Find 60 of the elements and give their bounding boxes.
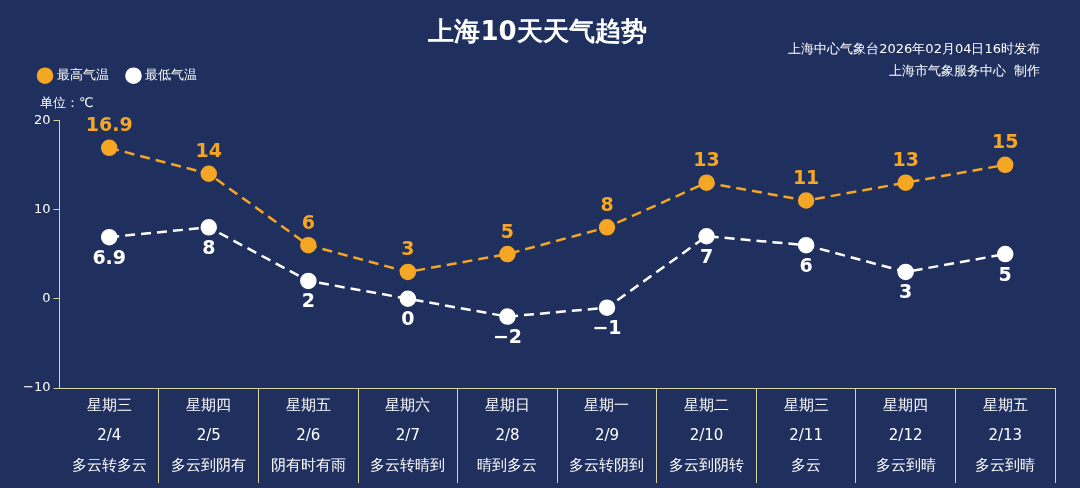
point <box>100 228 118 246</box>
point <box>598 219 616 236</box>
chart-title: 上海10天天气趋势 <box>427 16 647 47</box>
x-tick-label: 星期日 2/8 晴到多云 <box>477 395 538 474</box>
point <box>996 245 1014 263</box>
point <box>698 228 715 245</box>
data-label: 13 <box>892 148 919 171</box>
data-label: 6 <box>799 253 813 276</box>
data-label: 13 <box>693 148 720 171</box>
data-label: 14 <box>195 139 222 162</box>
point <box>399 290 417 307</box>
legend-label: 最低气温 <box>145 67 197 83</box>
data-label: 11 <box>792 165 820 188</box>
x-tick-label: 星期五 2/13 多云到晴 <box>975 395 1036 474</box>
text: 上海市气象服务中心 制作 <box>888 63 1040 79</box>
data-label: 3 <box>899 280 913 303</box>
y-axis-title: 单位：℃ <box>40 95 94 111</box>
y-tick-label: 20 <box>33 111 51 127</box>
point <box>897 174 914 191</box>
point <box>598 299 616 316</box>
point <box>897 263 914 281</box>
point <box>996 156 1014 174</box>
point <box>399 263 417 281</box>
point <box>300 272 317 290</box>
point <box>300 236 317 254</box>
data-label: 15 <box>992 130 1019 153</box>
data-label: 3 <box>401 237 415 260</box>
x-tick-label: 星期三 2/11 多云 <box>783 395 829 474</box>
text: 上海中心气象台2026年02月04日16时发布 <box>788 41 1040 57</box>
x-tick-label: 星期二 2/10 多云到阴转 <box>669 395 745 474</box>
y-tick-label: 10 <box>33 200 51 216</box>
legend-label: 最高气温 <box>56 67 109 83</box>
point <box>797 192 815 209</box>
data-label: −2 <box>492 325 523 348</box>
data-label: 5 <box>998 262 1012 285</box>
point <box>698 174 715 191</box>
x-tick-label: 星期四 2/12 多云到晴 <box>875 395 936 474</box>
data-label: 6.9 <box>92 245 127 268</box>
point <box>200 219 218 236</box>
data-label: 16.9 <box>85 113 133 136</box>
x-tick-label: 星期一 2/9 多云转阴到 <box>569 395 645 474</box>
data-label: 8 <box>600 192 614 215</box>
point <box>200 165 218 183</box>
y-tick-label: −10 <box>23 379 51 395</box>
y-tick-label: 0 <box>42 290 51 306</box>
x-tick-label: 星期五 2/6 阴有时有雨 <box>270 395 346 474</box>
data-label: 7 <box>699 244 714 267</box>
point <box>499 308 516 325</box>
x-tick-label: 星期四 2/5 多云到阴有 <box>171 395 247 474</box>
data-label: 2 <box>301 289 315 312</box>
point <box>499 245 516 263</box>
data-label: 6 <box>301 210 315 233</box>
point <box>797 236 815 254</box>
data-label: 8 <box>202 235 216 258</box>
data-label: 0 <box>401 307 415 330</box>
data-label: −1 <box>592 316 622 339</box>
data-label: 5 <box>500 219 515 242</box>
x-tick-label: 星期六 2/7 多云转晴到 <box>370 395 446 474</box>
x-tick-label: 星期三 2/4 多云转多云 <box>71 395 147 474</box>
point <box>100 139 118 157</box>
